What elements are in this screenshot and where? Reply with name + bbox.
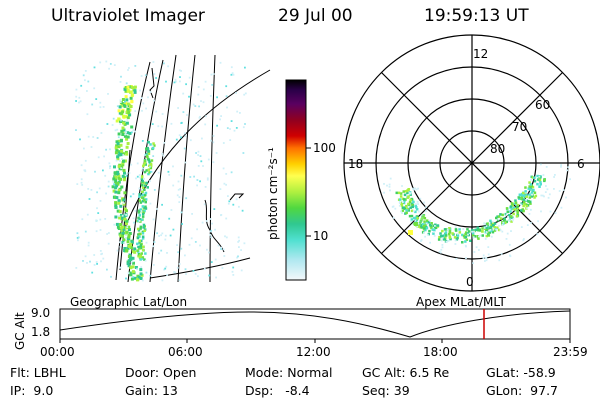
lat-label-70: 70 xyxy=(512,120,528,134)
info-gcalt-label: GC Alt: xyxy=(362,365,406,380)
info-gain-value: 13 xyxy=(161,383,178,398)
info-flt: Flt: LBHL xyxy=(10,365,66,380)
info-mode-label: Mode: xyxy=(245,365,284,380)
timeline-x-tick-1200: 12:00 xyxy=(296,345,331,359)
info-ip-label: IP: xyxy=(10,383,26,398)
info-seq-value: 39 xyxy=(393,383,410,398)
colorbar-tick-label-100: 100 xyxy=(313,141,336,155)
info-glat-value: -58.9 xyxy=(523,365,556,380)
info-door-label: Door: xyxy=(125,365,160,380)
timeline-altitude-curve xyxy=(59,310,571,338)
info-mode-value: Normal xyxy=(287,365,333,380)
mlt-label-6: 6 xyxy=(577,157,585,171)
info-glat: GLat: -58.9 xyxy=(486,365,556,380)
info-gcalt-value: 6.5 Re xyxy=(409,365,450,380)
lat-label-80: 80 xyxy=(490,142,506,156)
info-dsp: Dsp: -8.4 xyxy=(245,383,310,398)
info-dsp-label: Dsp: xyxy=(245,383,274,398)
timeline-left-title: Geographic Lat/Lon xyxy=(70,295,188,309)
info-gain-label: Gain: xyxy=(125,383,158,398)
info-seq: Seq: 39 xyxy=(362,383,410,398)
timeline-x-tick-0000: 00:00 xyxy=(40,345,75,359)
info-flt-label: Flt: xyxy=(10,365,30,380)
info-glon: GLon: 97.7 xyxy=(486,383,558,398)
mlt-label-0: 0 xyxy=(466,275,474,289)
info-ip-value: 9.0 xyxy=(33,383,54,398)
mlt-label-18: 18 xyxy=(348,157,364,171)
info-glat-label: GLat: xyxy=(486,365,520,380)
timeline-x-tick-2359: 23:59 xyxy=(553,345,588,359)
timeline-y-tick-9: 9.0 xyxy=(31,306,51,320)
info-seq-label: Seq: xyxy=(362,383,390,398)
timeline-y-tick-1.8: 1.8 xyxy=(31,325,51,339)
date-label: 29 Jul 00 xyxy=(278,6,353,26)
colorbar-gradient xyxy=(285,79,307,281)
info-gain: Gain: 13 xyxy=(125,383,178,398)
timeline-x-tick-0600: 06:00 xyxy=(168,345,203,359)
time-label: 19:59:13 UT xyxy=(424,6,529,26)
info-flt-value: LBHL xyxy=(33,365,66,380)
timeline-right-title: Apex MLat/MLT xyxy=(416,295,506,309)
timeline-frame xyxy=(59,308,571,340)
info-glon-value: 97.7 xyxy=(530,383,559,398)
auroral-oval-geographic xyxy=(111,85,156,282)
mlt-label-12: 12 xyxy=(473,47,489,61)
info-door-value: Open xyxy=(163,365,197,380)
info-glon-label: GLon: xyxy=(486,383,523,398)
info-gcalt: GC Alt: 6.5 Re xyxy=(362,365,449,380)
background-emission-geographic xyxy=(75,60,247,282)
info-door: Door: Open xyxy=(125,365,196,380)
timeline-x-tick-1800: 18:00 xyxy=(423,345,458,359)
info-mode: Mode: Normal xyxy=(245,365,333,380)
lat-label-60: 60 xyxy=(535,98,551,112)
colorbar-tick-label-10: 10 xyxy=(313,229,329,243)
auroral-oval-polar xyxy=(383,163,571,264)
instrument-title: Ultraviolet Imager xyxy=(51,6,205,26)
info-ip: IP: 9.0 xyxy=(10,383,53,398)
info-dsp-value: -8.4 xyxy=(285,383,310,398)
polar-axis-diag2 xyxy=(381,72,563,254)
